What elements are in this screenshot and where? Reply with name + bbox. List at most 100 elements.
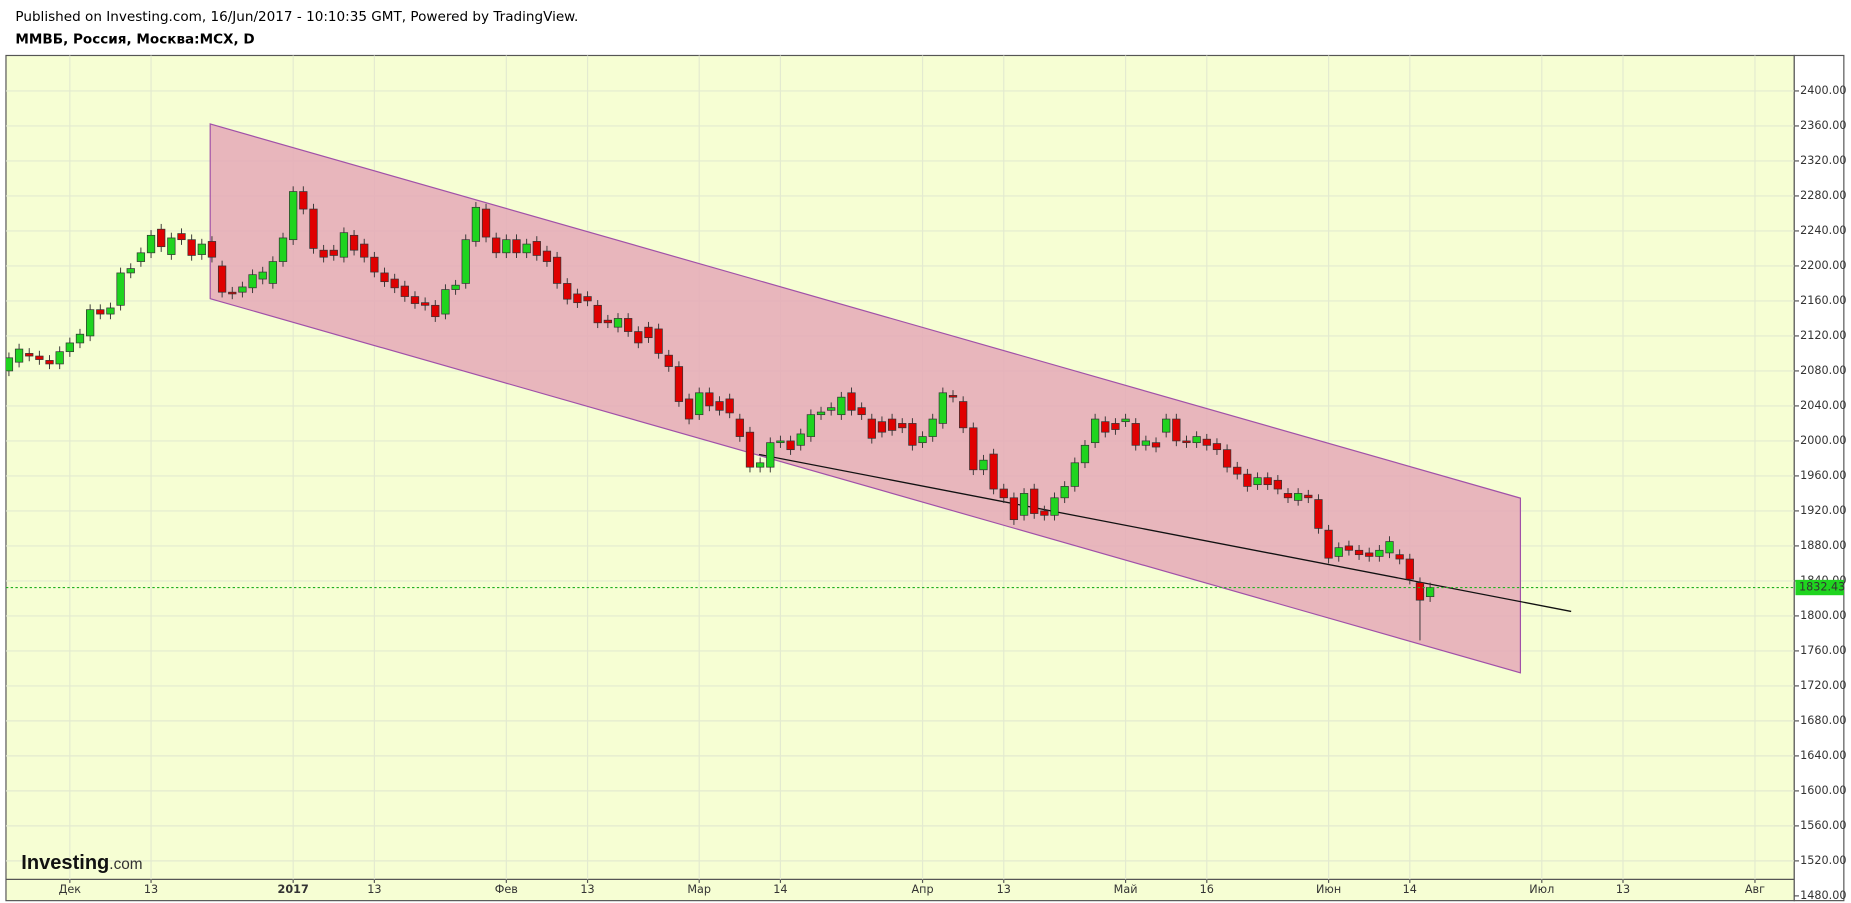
candle-body bbox=[522, 243, 531, 254]
candle-body bbox=[1141, 440, 1151, 446]
candle-body bbox=[207, 241, 217, 258]
x-tick-label: 13 bbox=[367, 883, 381, 896]
candle-body bbox=[1304, 494, 1313, 499]
candle-body bbox=[106, 307, 115, 315]
candle-body bbox=[938, 392, 947, 424]
candle-body bbox=[126, 268, 135, 274]
y-tick-label: 2200.00 bbox=[1800, 259, 1846, 272]
y-tick-label: 1960.00 bbox=[1800, 469, 1846, 482]
candle-body bbox=[674, 366, 684, 402]
candle-body bbox=[421, 302, 430, 306]
x-tick-label: 13 bbox=[1616, 883, 1630, 896]
candle-body bbox=[1395, 554, 1404, 560]
x-tick-label: 14 bbox=[773, 883, 787, 896]
candle-body bbox=[1090, 418, 1100, 444]
candle-body bbox=[1344, 545, 1354, 551]
candle-body bbox=[217, 265, 227, 293]
x-tick-label: Апр bbox=[911, 883, 933, 896]
y-tick-label: 1800.00 bbox=[1800, 609, 1846, 622]
candle-body bbox=[289, 191, 298, 241]
y-tick-label: 1720.00 bbox=[1800, 679, 1846, 692]
trend-line bbox=[758, 453, 1572, 613]
candle-body bbox=[512, 239, 521, 254]
candle-body bbox=[654, 328, 663, 354]
y-tick-label: 2280.00 bbox=[1800, 189, 1846, 202]
candle-body bbox=[705, 392, 714, 407]
candle-body bbox=[1385, 541, 1394, 554]
candle-body bbox=[65, 342, 74, 353]
published-line: Published on Investing.com, 16/Jun/2017 … bbox=[15, 9, 578, 25]
candle-body bbox=[146, 234, 156, 254]
candle-body bbox=[1040, 510, 1049, 516]
candle-body bbox=[796, 433, 805, 446]
y-tick-label: 2360.00 bbox=[1800, 119, 1846, 132]
candle-body bbox=[563, 283, 572, 300]
candle-body bbox=[684, 398, 694, 420]
candle-body bbox=[451, 284, 460, 290]
candle-body bbox=[1070, 462, 1079, 487]
y-tick-label: 2120.00 bbox=[1800, 329, 1846, 342]
candle-body bbox=[725, 398, 734, 414]
candle-body bbox=[887, 418, 897, 431]
candle-body bbox=[370, 256, 379, 273]
candle-body bbox=[1222, 449, 1232, 468]
logo: Investing.com bbox=[21, 852, 142, 874]
y-tick-label: 1480.00 bbox=[1800, 889, 1846, 902]
candle-body bbox=[228, 291, 237, 295]
candle-body bbox=[776, 440, 785, 444]
candle-body bbox=[1405, 558, 1414, 580]
y-tick-label: 1760.00 bbox=[1800, 644, 1846, 657]
candle-body bbox=[989, 453, 998, 490]
candle-body bbox=[471, 206, 481, 242]
candle-body bbox=[55, 351, 64, 365]
candle-body bbox=[613, 318, 623, 328]
candle-body bbox=[583, 296, 592, 302]
candle-body bbox=[1202, 438, 1211, 446]
candle-body bbox=[167, 237, 176, 255]
candle-body bbox=[715, 401, 724, 411]
candle-body bbox=[278, 237, 288, 262]
candle-body bbox=[1354, 549, 1364, 556]
candle-body bbox=[35, 355, 44, 360]
y-tick-label: 2400.00 bbox=[1800, 84, 1846, 97]
candle-body bbox=[624, 318, 633, 332]
candle-body bbox=[441, 289, 450, 315]
candle-body bbox=[1253, 477, 1262, 486]
candle-body bbox=[380, 272, 389, 283]
candle-body bbox=[1019, 493, 1029, 516]
last-price-label: 1832.43 bbox=[1799, 581, 1845, 594]
candle-body bbox=[695, 392, 704, 416]
candle-body bbox=[299, 191, 308, 210]
candle-body bbox=[786, 440, 795, 451]
x-tick-label: Июл bbox=[1529, 883, 1554, 896]
candle-body bbox=[309, 208, 318, 249]
y-tick-label: 1560.00 bbox=[1800, 819, 1846, 832]
candle-body bbox=[1273, 479, 1282, 490]
candle-body bbox=[1294, 493, 1303, 501]
x-tick-label: Авг bbox=[1745, 883, 1765, 896]
candle-body bbox=[1131, 423, 1140, 446]
y-tick-label: 1520.00 bbox=[1800, 854, 1846, 867]
candle-body bbox=[532, 241, 541, 256]
candle-body bbox=[1060, 486, 1069, 499]
candle-body bbox=[400, 285, 409, 297]
candle-body bbox=[502, 239, 511, 254]
candle-body bbox=[5, 357, 14, 372]
candle-body bbox=[25, 353, 34, 357]
candle-body bbox=[136, 252, 146, 262]
candle-body bbox=[1365, 552, 1374, 557]
candle-body bbox=[461, 239, 470, 284]
symbol-line: ММВБ, Россия, Москва:MCX, D bbox=[15, 32, 254, 48]
candle-body bbox=[96, 309, 105, 315]
candle-body bbox=[248, 274, 257, 289]
candle-body bbox=[390, 278, 399, 289]
candle-body bbox=[431, 304, 440, 318]
candle-body bbox=[1030, 488, 1039, 514]
candle-body bbox=[664, 354, 673, 367]
candle-body bbox=[918, 436, 927, 444]
x-tick-label: 13 bbox=[997, 883, 1011, 896]
candle-body bbox=[197, 243, 206, 255]
candle-body bbox=[360, 243, 369, 258]
y-tick-label: 2080.00 bbox=[1800, 364, 1846, 377]
candle-body bbox=[644, 326, 653, 339]
